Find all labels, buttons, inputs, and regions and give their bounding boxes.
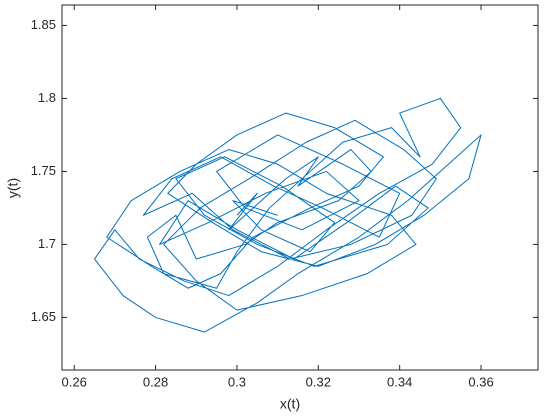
x-tick-label: 0.28 bbox=[143, 374, 168, 389]
x-tick-label: 0.3 bbox=[228, 374, 246, 389]
y-tick-label: 1.8 bbox=[38, 90, 56, 105]
y-tick-label: 1.75 bbox=[31, 163, 56, 178]
x-tick-label: 0.26 bbox=[62, 374, 87, 389]
x-tick-label: 0.34 bbox=[387, 374, 412, 389]
x-tick-label: 0.36 bbox=[468, 374, 493, 389]
y-tick-label: 1.65 bbox=[31, 309, 56, 324]
x-tick-label: 0.32 bbox=[306, 374, 331, 389]
plot-frame bbox=[61, 4, 539, 371]
x-axis-label: x(t) bbox=[280, 396, 300, 412]
y-tick-label: 1.85 bbox=[31, 17, 56, 32]
y-tick-label: 1.7 bbox=[38, 236, 56, 251]
y-axis-label: y(t) bbox=[5, 178, 21, 198]
trajectory-line bbox=[94, 97, 482, 333]
